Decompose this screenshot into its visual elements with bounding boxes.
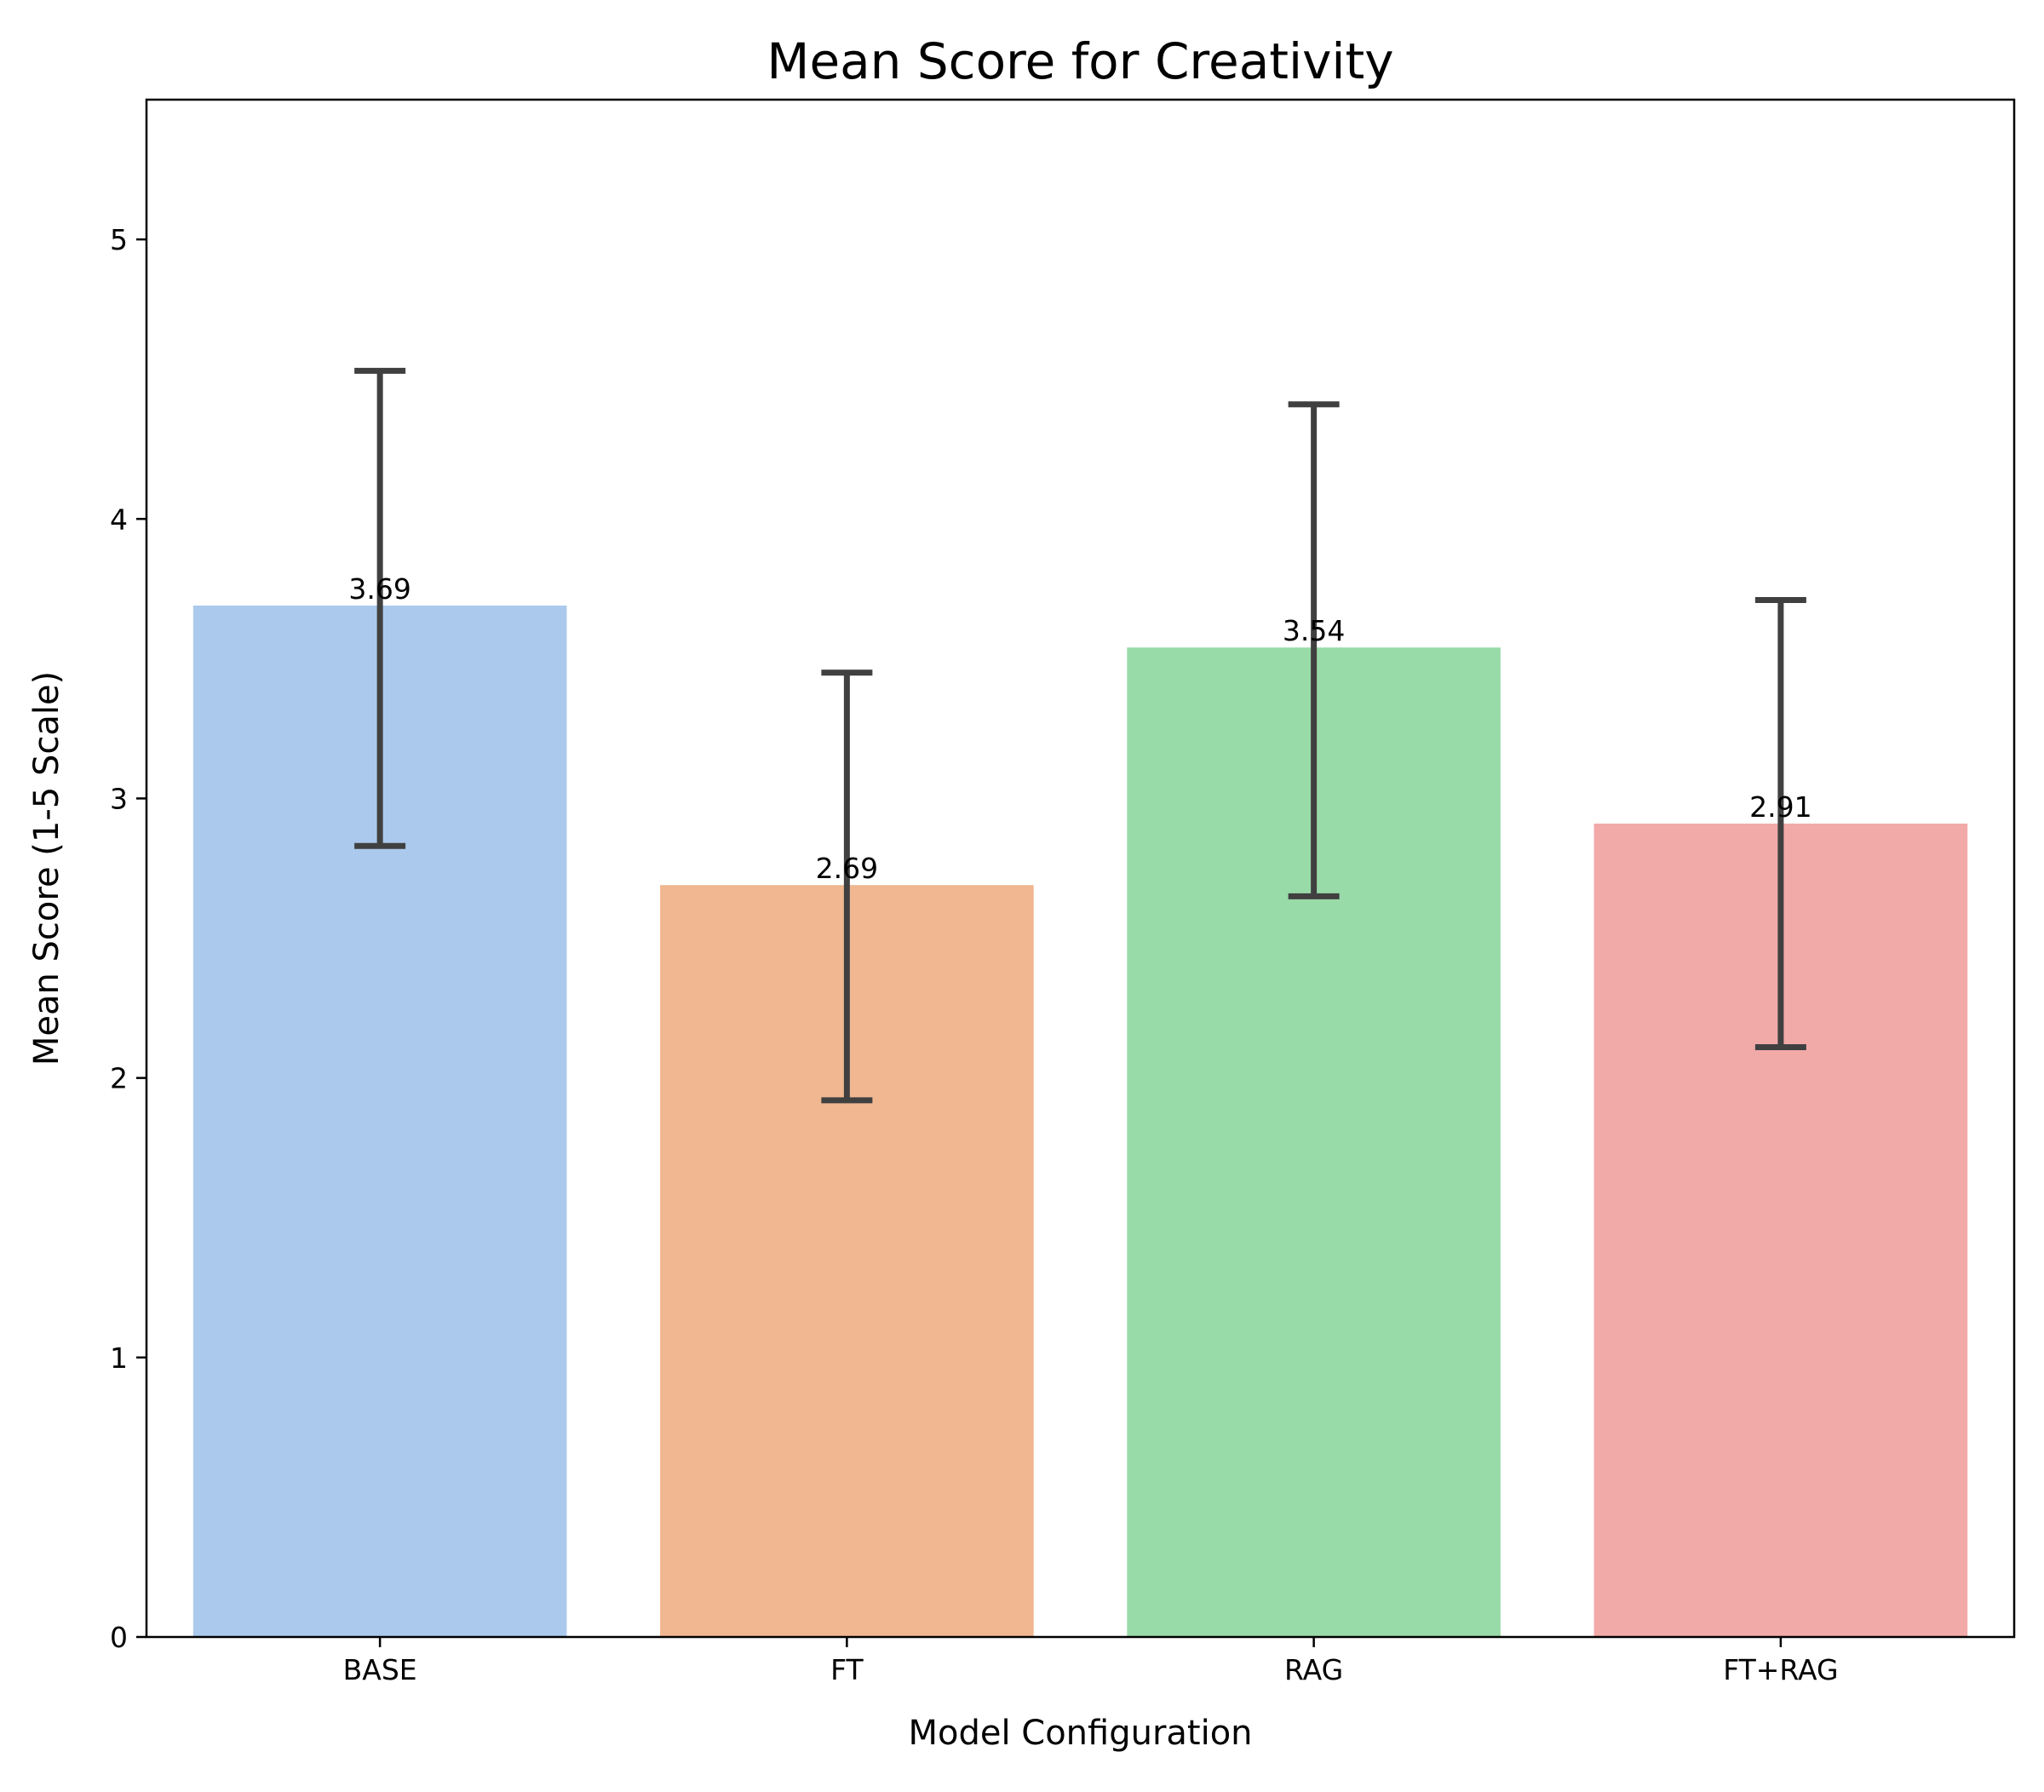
- x-tick-label: FT: [830, 1653, 864, 1686]
- y-tick-label: 1: [110, 1341, 128, 1375]
- y-tick-label: 2: [110, 1062, 128, 1095]
- y-tick-label: 4: [110, 503, 128, 536]
- y-tick-label: 3: [110, 782, 128, 815]
- x-axis-ticks: BASE FT RAG FT+RAG: [343, 1637, 1839, 1686]
- x-tick-label: FT+RAG: [1723, 1653, 1838, 1686]
- x-axis-label: Model Configuration: [908, 1714, 1252, 1753]
- error-bar-rag: [1288, 401, 1340, 899]
- error-bar-ft-rag: [1754, 596, 1806, 1051]
- data-label: 2.91: [1749, 790, 1811, 824]
- error-bar-base: [354, 367, 406, 849]
- y-axis-ticks: 0 1 2 3 4 5: [110, 223, 146, 1654]
- plot-frame: [145, 98, 2016, 1639]
- data-label: 2.69: [816, 852, 878, 885]
- error-bar-ft: [821, 669, 873, 1104]
- bars-layer: [192, 606, 1968, 1638]
- y-tick-label: 0: [110, 1621, 128, 1654]
- y-axis-label: Mean Score (1-5 Scale): [27, 671, 66, 1065]
- error-bars-layer: [354, 367, 1806, 1104]
- chart-title: Mean Score for Creativity: [766, 32, 1393, 90]
- x-tick-label: RAG: [1284, 1653, 1343, 1686]
- data-label: 3.69: [348, 572, 411, 606]
- data-label: 3.54: [1283, 614, 1345, 647]
- y-tick-label: 5: [110, 223, 128, 256]
- data-labels-layer: 3.69 2.69 3.54 2.91: [348, 572, 1811, 885]
- x-tick-label: BASE: [343, 1653, 417, 1686]
